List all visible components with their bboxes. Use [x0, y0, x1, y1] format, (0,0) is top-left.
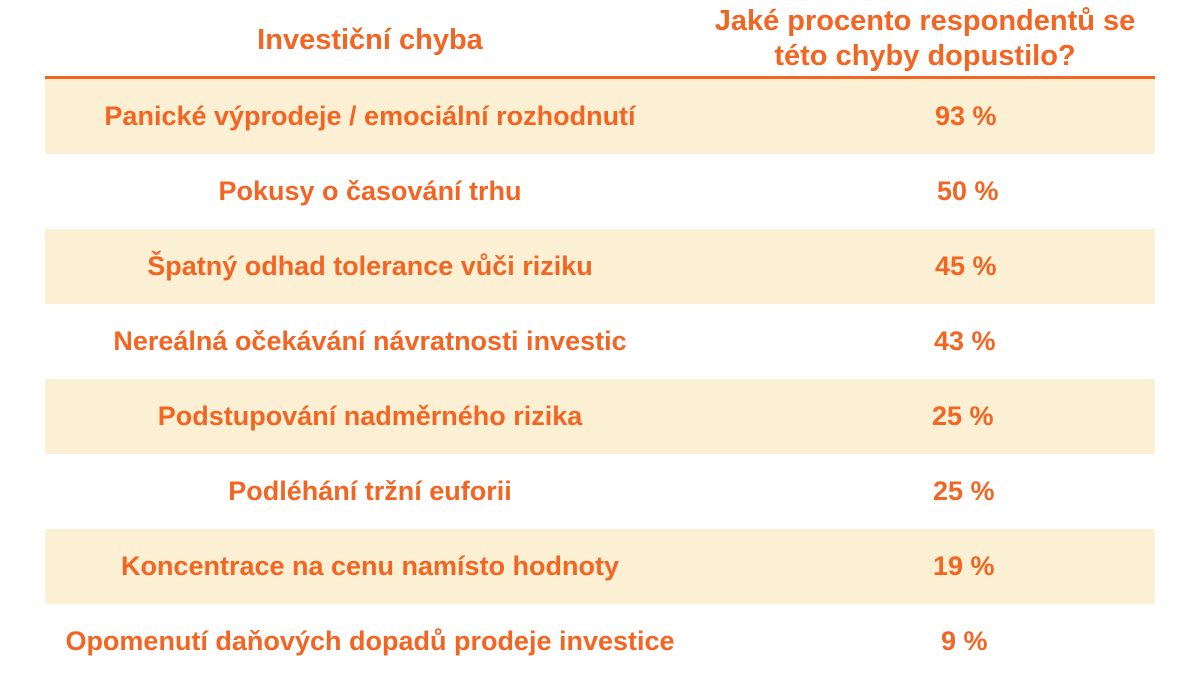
mistake-label: Koncentrace na cenu namísto hodnoty [120, 551, 620, 581]
table-row: Panické výprodeje / emociální rozhodnutí… [45, 79, 1155, 154]
table-header: Investiční chyba Jaké procento responden… [45, 0, 1155, 76]
table-row: Podléhání tržní euforii 25 % [45, 454, 1155, 529]
mistake-label: Opomenutí daňových dopadů prodeje invest… [65, 626, 675, 656]
mistake-percentage: 45 % [935, 251, 997, 281]
mistake-label: Pokusy o časování trhu [218, 176, 522, 206]
table-row: Špatný odhad tolerance vůči riziku 45 % [45, 229, 1155, 304]
mistake-percentage: 93 % [935, 101, 997, 131]
header-percentage-line2: této chyby dopustilo? [774, 40, 1076, 72]
mistake-percentage: 25 % [932, 401, 994, 431]
table-row: Pokusy o časování trhu 50 % [45, 154, 1155, 229]
table-row: Opomenutí daňových dopadů prodeje invest… [45, 604, 1155, 679]
mistake-percentage: 43 % [934, 326, 996, 356]
mistake-percentage: 50 % [937, 176, 999, 206]
header-percentage-line1: Jaké procento respondentů se [714, 5, 1136, 37]
mistake-label: Panické výprodeje / emociální rozhodnutí [104, 101, 636, 131]
mistake-label: Podstupování nadměrného rizika [157, 401, 583, 431]
table-body: Panické výprodeje / emociální rozhodnutí… [45, 79, 1155, 679]
mistake-label: Špatný odhad tolerance vůči riziku [147, 251, 593, 281]
header-percentage: Jaké procento respondentů se této chyby … [695, 4, 1155, 74]
mistake-percentage: 19 % [933, 551, 995, 581]
table-row: Koncentrace na cenu namísto hodnoty 19 % [45, 529, 1155, 604]
mistake-percentage: 9 % [941, 626, 988, 656]
mistake-label: Nereálná očekávání návratnosti investic [113, 326, 627, 356]
header-mistake: Investiční chyba [257, 24, 483, 56]
table-row: Podstupování nadměrného rizika 25 % [45, 379, 1155, 454]
mistakes-table: Investiční chyba Jaké procento responden… [45, 0, 1155, 681]
header-divider [45, 76, 1155, 79]
mistake-label: Podléhání tržní euforii [228, 476, 512, 506]
mistake-percentage: 25 % [933, 476, 995, 506]
table-row: Nereálná očekávání návratnosti investic … [45, 304, 1155, 379]
